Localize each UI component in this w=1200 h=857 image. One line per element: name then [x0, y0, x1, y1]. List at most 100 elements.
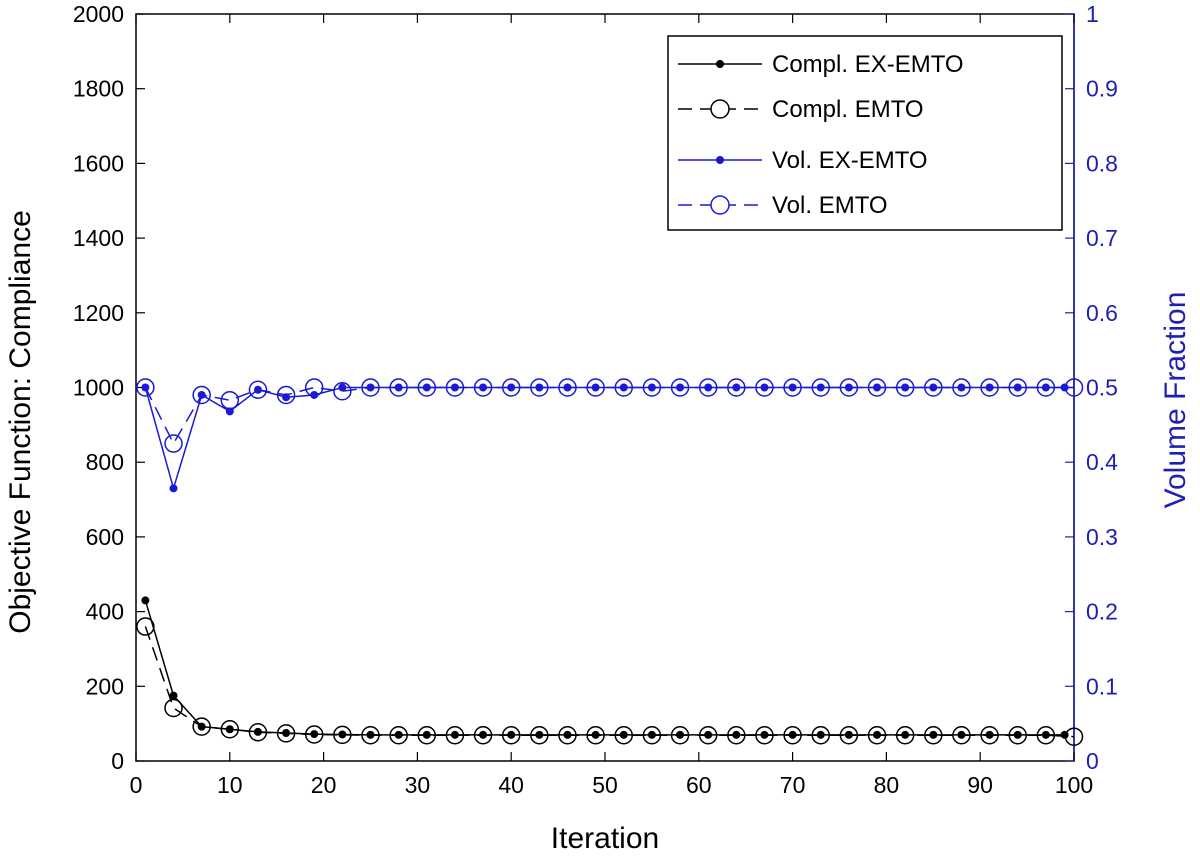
legend-label: Vol. EMTO — [772, 192, 888, 219]
y-axis-right-title: Volume Fraction — [1159, 292, 1192, 509]
data-point — [220, 720, 240, 739]
x-tick-label: 0 — [130, 772, 143, 798]
data-point — [304, 378, 324, 397]
data-point — [445, 378, 465, 397]
y-left-tick-label: 1800 — [73, 76, 124, 102]
x-tick-label: 10 — [217, 772, 243, 798]
series-layer — [136, 378, 1084, 746]
data-point — [164, 698, 183, 718]
data-point — [507, 383, 516, 392]
data-point — [225, 407, 234, 416]
series-vol-emto — [136, 378, 1084, 453]
data-point — [417, 378, 437, 397]
data-point — [727, 378, 746, 397]
data-point — [929, 383, 938, 392]
legend-marker-open-circle — [710, 99, 730, 119]
data-point — [338, 730, 347, 739]
y-left-tick-label: 600 — [86, 524, 124, 550]
x-tick-label: 70 — [780, 772, 806, 798]
data-point — [558, 725, 577, 745]
data-point — [698, 378, 718, 397]
data-point — [169, 691, 178, 700]
legend-item-compl-emto: Compl. EMTO — [678, 96, 924, 123]
series-compl-emto — [136, 617, 1084, 746]
data-point — [389, 378, 408, 397]
data-point — [811, 378, 830, 397]
data-point — [422, 730, 431, 739]
y-left-tick-label: 1200 — [73, 300, 124, 326]
y-axis-right: 0 0.1 0.2 0.3 0.4 0.5 0.6 0.7 0.8 0.9 1 — [1065, 1, 1118, 774]
data-point — [844, 730, 853, 739]
data-point — [867, 378, 887, 397]
y-right-tick-label: 0.5 — [1086, 375, 1118, 401]
data-point — [164, 434, 183, 453]
x-tick-label: 90 — [967, 772, 993, 798]
x-axis: 0 10 20 30 40 50 60 70 80 90 100 — [130, 14, 1093, 798]
legend-marker-filled-dot — [716, 156, 724, 164]
y-axis-left-title: Objective Function: Compliance — [4, 210, 37, 634]
legend-marker-filled-dot — [716, 60, 724, 68]
data-point — [333, 381, 352, 401]
data-point — [1041, 383, 1050, 392]
series-vol-ex-emto — [141, 383, 1069, 493]
y-left-tick-label: 2000 — [73, 1, 124, 27]
x-tick-label: 50 — [592, 772, 618, 798]
data-point — [248, 380, 268, 399]
legend-label: Compl. EX-EMTO — [772, 51, 964, 78]
data-point — [732, 730, 741, 739]
x-tick-label: 40 — [498, 772, 524, 798]
data-point — [445, 725, 465, 745]
y-right-tick-label: 0.3 — [1086, 524, 1118, 550]
x-tick-label: 80 — [874, 772, 900, 798]
data-point — [839, 378, 859, 397]
data-point — [501, 725, 521, 745]
data-point — [980, 725, 999, 745]
data-point — [783, 725, 802, 745]
data-point — [220, 390, 240, 410]
data-point — [1036, 378, 1056, 397]
y-left-tick-label: 1400 — [73, 225, 124, 251]
data-point — [136, 378, 155, 397]
data-point — [783, 378, 802, 397]
data-point — [1060, 383, 1069, 392]
series-compl-ex-emto — [141, 596, 1069, 739]
y-right-tick-label: 0.8 — [1086, 150, 1118, 176]
data-point — [333, 725, 352, 745]
data-point — [422, 383, 431, 392]
data-point — [586, 378, 605, 397]
y-right-tick-label: 0.4 — [1086, 449, 1118, 475]
data-point — [647, 730, 656, 739]
data-point — [1013, 383, 1022, 392]
x-tick-label: 30 — [405, 772, 431, 798]
x-axis-title: Iteration — [551, 822, 659, 855]
y-right-tick-label: 0.2 — [1086, 599, 1118, 625]
data-point — [614, 378, 634, 397]
data-point — [530, 378, 549, 397]
y-left-tick-label: 800 — [86, 449, 124, 475]
data-point — [225, 725, 234, 734]
data-point — [169, 484, 178, 493]
y-right-tick-label: 0.7 — [1086, 225, 1118, 251]
legend-item-vol-ex-emto: Vol. EX-EMTO — [678, 147, 928, 174]
data-point — [141, 596, 150, 605]
data-point — [929, 730, 938, 739]
x-tick-label: 60 — [686, 772, 712, 798]
data-point — [338, 383, 347, 392]
y-left-tick-label: 400 — [86, 599, 124, 625]
data-point — [619, 730, 628, 739]
data-point — [1041, 730, 1050, 739]
data-point — [619, 383, 628, 392]
data-point — [614, 725, 634, 745]
series-line-compl-emto — [144, 626, 1075, 738]
legend-label: Compl. EMTO — [772, 96, 924, 123]
x-tick-label: 20 — [311, 772, 337, 798]
data-point — [586, 725, 605, 745]
data-point — [1064, 378, 1084, 397]
data-point — [642, 378, 662, 397]
data-point — [136, 617, 155, 636]
data-point — [141, 383, 150, 392]
legend-marker-open-circle — [710, 195, 730, 215]
y-right-tick-label: 0.1 — [1086, 673, 1118, 699]
series-line-vol-emto — [144, 386, 1074, 446]
data-point — [839, 725, 859, 745]
